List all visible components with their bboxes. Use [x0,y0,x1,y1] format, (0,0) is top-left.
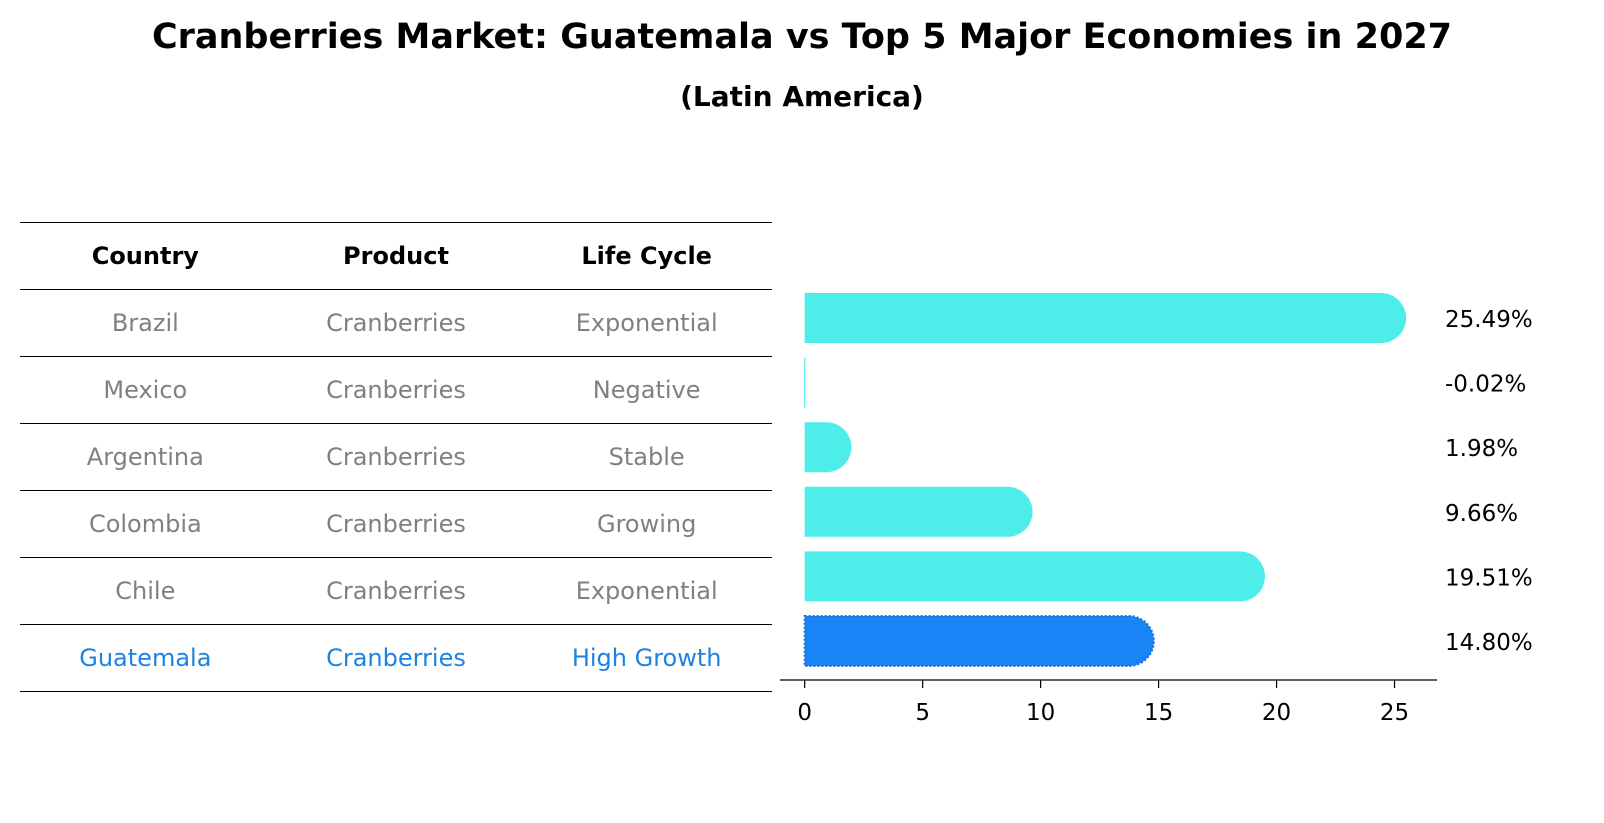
chart-title: Cranberries Market: Guatemala vs Top 5 M… [151,17,1453,57]
cell-life-cycle: Exponential [521,557,772,625]
cell-country: Chile [20,557,271,625]
bar-chart: 25.49% -0.02% 1.98% 9.66% 19.51% 14.80% 0 5 10 15… [780,293,1533,726]
value-label: 9.66% [1445,501,1518,527]
cell-product: Cranberries [270,624,522,692]
x-tick-label: 0 [797,700,812,726]
x-tick-label: 15 [1144,700,1173,726]
x-tick-label: 5 [915,700,930,726]
table-row: Brazil Cranberries Exponential [20,289,772,357]
x-tick-label: 10 [1026,700,1055,726]
cell-life-cycle: Negative [521,356,772,424]
header-country: Country [20,222,271,290]
cell-life-cycle: High Growth [521,624,772,692]
country-table: Country Product Life Cycle Brazil Cranbe… [20,222,772,692]
bar-guatemala [803,615,1155,667]
value-label: 1.98% [1445,436,1518,462]
cell-product: Cranberries [270,289,522,357]
x-tick-label: 25 [1380,700,1409,726]
bar-argentina [804,422,852,473]
value-label: 25.49% [1445,307,1533,333]
cell-country: Guatemala [20,624,271,692]
cell-life-cycle: Exponential [521,289,772,357]
table-row: Mexico Cranberries Negative [20,356,772,424]
table-row: Colombia Cranberries Growing [20,490,772,558]
cell-product: Cranberries [270,423,522,491]
bar-chile [804,551,1265,602]
value-label: 19.51% [1445,565,1533,591]
chart-subtitle: (Latin America) [680,80,924,113]
cell-country: Mexico [20,356,271,424]
table-row: Chile Cranberries Exponential [20,557,772,625]
cell-life-cycle: Growing [521,490,772,558]
bar-mexico [804,357,806,408]
x-tick-label: 20 [1262,700,1291,726]
bar-brazil [804,293,1407,343]
cell-product: Cranberries [270,490,522,558]
cell-product: Cranberries [270,557,522,625]
cell-life-cycle: Stable [521,423,772,491]
cell-product: Cranberries [270,356,522,424]
cell-country: Brazil [20,289,271,357]
header-product: Product [270,222,522,290]
value-label: 14.80% [1445,630,1533,656]
value-label: -0.02% [1445,372,1526,398]
table-row-highlight: Guatemala Cranberries High Growth [20,624,772,692]
cell-country: Colombia [20,490,271,558]
header-life-cycle: Life Cycle [521,222,772,290]
table-row: Argentina Cranberries Stable [20,423,772,491]
cell-country: Argentina [20,423,271,491]
table-header-row: Country Product Life Cycle [20,222,772,290]
bar-colombia [804,486,1033,537]
